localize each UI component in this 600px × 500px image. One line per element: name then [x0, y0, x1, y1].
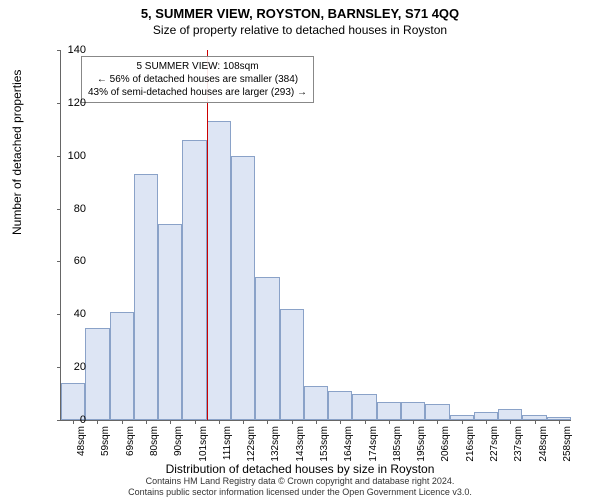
- xtick-mark: [97, 420, 98, 424]
- ytick-label: 80: [56, 203, 86, 215]
- histogram-bar: [474, 412, 498, 420]
- histogram-bar: [182, 140, 206, 420]
- xtick-mark: [340, 420, 341, 424]
- xtick-mark: [437, 420, 438, 424]
- plot-area: 5 SUMMER VIEW: 108sqm ← 56% of detached …: [60, 50, 571, 421]
- histogram-bar: [280, 309, 304, 420]
- histogram-bar: [85, 328, 109, 421]
- xtick-label: 248sqm: [538, 426, 549, 462]
- xtick-label: 132sqm: [270, 426, 281, 462]
- xtick-label: 206sqm: [440, 426, 451, 462]
- page-subtitle: Size of property relative to detached ho…: [0, 21, 600, 37]
- annotation-line-3: 43% of semi-detached houses are larger (…: [88, 86, 307, 99]
- ytick-label: 0: [56, 414, 86, 426]
- xtick-mark: [146, 420, 147, 424]
- xtick-label: 174sqm: [368, 426, 379, 462]
- histogram-bar: [328, 391, 352, 420]
- xtick-label: 227sqm: [489, 426, 500, 462]
- xtick-mark: [462, 420, 463, 424]
- histogram-bar: [158, 224, 182, 420]
- xtick-mark: [195, 420, 196, 424]
- xtick-mark: [292, 420, 293, 424]
- xtick-label: 185sqm: [392, 426, 403, 462]
- xtick-mark: [170, 420, 171, 424]
- xtick-label: 101sqm: [198, 426, 209, 462]
- histogram-bar: [401, 402, 425, 421]
- histogram-bar: [207, 121, 231, 420]
- xtick-label: 258sqm: [562, 426, 573, 462]
- xtick-label: 153sqm: [319, 426, 330, 462]
- chart-container: 5, SUMMER VIEW, ROYSTON, BARNSLEY, S71 4…: [0, 0, 600, 500]
- xtick-mark: [413, 420, 414, 424]
- xtick-mark: [243, 420, 244, 424]
- histogram-bar: [304, 386, 328, 420]
- marker-line: [207, 50, 208, 420]
- xtick-mark: [510, 420, 511, 424]
- xtick-mark: [122, 420, 123, 424]
- annotation-line-1: 5 SUMMER VIEW: 108sqm: [88, 60, 307, 73]
- xtick-label: 80sqm: [149, 426, 160, 456]
- xtick-label: 122sqm: [246, 426, 257, 462]
- footer-line-1: Contains HM Land Registry data © Crown c…: [0, 476, 600, 487]
- ytick-label: 120: [56, 97, 86, 109]
- xtick-label: 164sqm: [343, 426, 354, 462]
- xtick-mark: [365, 420, 366, 424]
- ytick-label: 20: [56, 361, 86, 373]
- annotation-box: 5 SUMMER VIEW: 108sqm ← 56% of detached …: [81, 56, 314, 103]
- xtick-label: 59sqm: [100, 426, 111, 456]
- histogram-bar: [498, 409, 522, 420]
- xtick-label: 90sqm: [173, 426, 184, 456]
- xtick-label: 143sqm: [295, 426, 306, 462]
- ytick-label: 140: [56, 44, 86, 56]
- y-axis-label: Number of detached properties: [10, 70, 24, 235]
- page-title: 5, SUMMER VIEW, ROYSTON, BARNSLEY, S71 4…: [0, 0, 600, 21]
- ytick-label: 40: [56, 308, 86, 320]
- xtick-mark: [267, 420, 268, 424]
- xtick-label: 48sqm: [76, 426, 87, 456]
- xtick-label: 111sqm: [222, 426, 233, 460]
- histogram-bar: [352, 394, 376, 420]
- footer-line-2: Contains public sector information licen…: [0, 487, 600, 498]
- histogram-bar: [377, 402, 401, 421]
- annotation-line-2: ← 56% of detached houses are smaller (38…: [88, 73, 307, 86]
- xtick-mark: [559, 420, 560, 424]
- ytick-label: 60: [56, 255, 86, 267]
- bars-group: [61, 50, 571, 420]
- xtick-mark: [535, 420, 536, 424]
- histogram-bar: [110, 312, 134, 420]
- xtick-label: 216sqm: [465, 426, 476, 462]
- xtick-mark: [219, 420, 220, 424]
- xtick-mark: [486, 420, 487, 424]
- xtick-label: 195sqm: [416, 426, 427, 462]
- x-axis-label: Distribution of detached houses by size …: [0, 462, 600, 476]
- footer: Contains HM Land Registry data © Crown c…: [0, 476, 600, 498]
- xtick-label: 237sqm: [513, 426, 524, 462]
- ytick-label: 100: [56, 150, 86, 162]
- xtick-mark: [389, 420, 390, 424]
- histogram-bar: [231, 156, 255, 420]
- histogram-bar: [255, 277, 279, 420]
- xtick-mark: [316, 420, 317, 424]
- histogram-bar: [425, 404, 449, 420]
- histogram-bar: [134, 174, 158, 420]
- xtick-label: 69sqm: [125, 426, 136, 456]
